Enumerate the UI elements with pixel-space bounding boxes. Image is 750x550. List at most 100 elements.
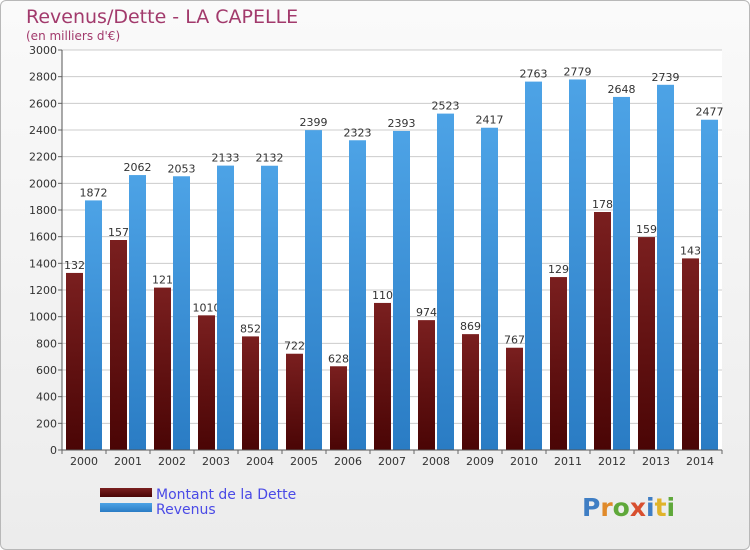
- y-tick-label: 1600: [29, 231, 57, 244]
- value-label-dette: 178: [592, 198, 613, 211]
- y-tick-label: 2600: [29, 97, 57, 110]
- y-tick-label: 800: [36, 337, 57, 350]
- value-label-dette: 159: [636, 223, 657, 236]
- bar-revenus: [481, 127, 498, 450]
- bar-dette: [550, 277, 567, 450]
- y-tick-label: 0: [50, 444, 57, 457]
- y-tick-label: 2800: [29, 71, 57, 84]
- value-label-dette: 129: [548, 263, 569, 276]
- bar-revenus: [261, 165, 278, 450]
- value-label-dette: 722: [284, 340, 305, 353]
- value-label-revenus: 2133: [212, 152, 240, 165]
- value-label-revenus: 2779: [564, 65, 592, 78]
- y-tick-label: 400: [36, 391, 57, 404]
- legend-label-dette: Montant de la Dette: [156, 487, 296, 503]
- value-label-revenus: 2648: [608, 83, 636, 96]
- x-tick-label: 2004: [246, 455, 274, 468]
- chart-title: Revenus/Dette - LA CAPELLE: [26, 6, 298, 28]
- y-tick-label: 1200: [29, 284, 57, 297]
- bar-revenus: [173, 176, 190, 450]
- bar-revenus: [701, 119, 718, 450]
- bar-dette: [594, 212, 611, 450]
- y-tick-label: 3000: [29, 44, 57, 57]
- y-tick-label: 1000: [29, 311, 57, 324]
- bar-dette: [110, 240, 127, 450]
- logo-text: Proxiti: [582, 493, 675, 522]
- x-tick-label: 2007: [378, 455, 406, 468]
- bar-dette: [506, 347, 523, 450]
- value-label-revenus: 2399: [300, 116, 328, 129]
- bar-dette: [66, 272, 83, 450]
- legend-swatch-revenus: [100, 503, 152, 512]
- x-tick-label: 2012: [598, 455, 626, 468]
- value-label-dette: 157: [108, 226, 129, 239]
- bar-dette: [242, 336, 259, 450]
- x-tick-label: 2009: [466, 455, 494, 468]
- grid: [62, 49, 722, 451]
- logo-letter: o: [613, 493, 630, 522]
- bar-revenus: [217, 165, 234, 450]
- bar-dette: [638, 237, 655, 450]
- value-label-revenus: 1872: [80, 186, 108, 199]
- value-label-dette: 852: [240, 322, 261, 335]
- proxiti-logo: Proxiti: [582, 493, 675, 522]
- bar-dette: [286, 353, 303, 450]
- logo-letter: i: [646, 493, 655, 522]
- y-tick-label: 200: [36, 417, 57, 430]
- y-tick-label: 2400: [29, 124, 57, 137]
- value-label-dette: 143: [680, 244, 701, 257]
- value-label-dette: 1010: [193, 301, 221, 314]
- y-tick-label: 1400: [29, 257, 57, 270]
- plot-area: [62, 50, 722, 450]
- x-tick-label: 2000: [70, 455, 98, 468]
- value-label-revenus: 2477: [696, 106, 724, 119]
- value-label-dette: 628: [328, 352, 349, 365]
- logo-letter: x: [630, 493, 646, 522]
- value-label-revenus: 2763: [520, 68, 548, 81]
- x-tick-label: 2008: [422, 455, 450, 468]
- bar-revenus: [85, 200, 102, 450]
- x-tick-label: 2002: [158, 455, 186, 468]
- value-label-dette: 121: [152, 274, 173, 287]
- bar-revenus: [525, 81, 542, 450]
- logo-letter: i: [667, 493, 676, 522]
- bar-dette: [330, 366, 347, 450]
- x-tick-label: 2014: [686, 455, 714, 468]
- x-tick-label: 2006: [334, 455, 362, 468]
- y-tick-label: 1800: [29, 204, 57, 217]
- logo-letter: t: [655, 493, 667, 522]
- value-label-revenus: 2417: [476, 114, 504, 127]
- bar-dette: [462, 334, 479, 450]
- x-tick-label: 2001: [114, 455, 142, 468]
- x-tick-label: 2003: [202, 455, 230, 468]
- x-tick-label: 2010: [510, 455, 538, 468]
- bar-dette: [154, 287, 171, 450]
- x-tick-label: 2013: [642, 455, 670, 468]
- bar-dette: [374, 302, 391, 450]
- bar-revenus: [569, 79, 586, 450]
- logo-letter: r: [600, 493, 613, 522]
- bar-dette: [418, 320, 435, 450]
- x-tick-label: 2005: [290, 455, 318, 468]
- value-label-dette: 132: [64, 259, 85, 272]
- logo-letter: P: [582, 493, 600, 522]
- y-tick-label: 2200: [29, 151, 57, 164]
- bar-revenus: [305, 130, 322, 450]
- value-label-revenus: 2739: [652, 71, 680, 84]
- value-label-revenus: 2062: [124, 161, 152, 174]
- bar-revenus: [437, 113, 454, 450]
- bar-revenus: [657, 84, 674, 451]
- bar-revenus: [349, 140, 366, 450]
- value-label-revenus: 2323: [344, 126, 372, 139]
- x-tick-label: 2011: [554, 455, 582, 468]
- chart-subtitle: (en milliers d'€): [26, 29, 120, 43]
- y-tick-label: 600: [36, 364, 57, 377]
- bar-dette: [682, 258, 699, 450]
- bar-revenus: [613, 96, 630, 450]
- value-label-dette: 767: [504, 334, 525, 347]
- bar-dette: [198, 315, 215, 450]
- value-label-revenus: 2523: [432, 100, 460, 113]
- axes: 0 200 400 600 800 1000 1200 1400 1600 1800 2000 220…: [29, 44, 723, 468]
